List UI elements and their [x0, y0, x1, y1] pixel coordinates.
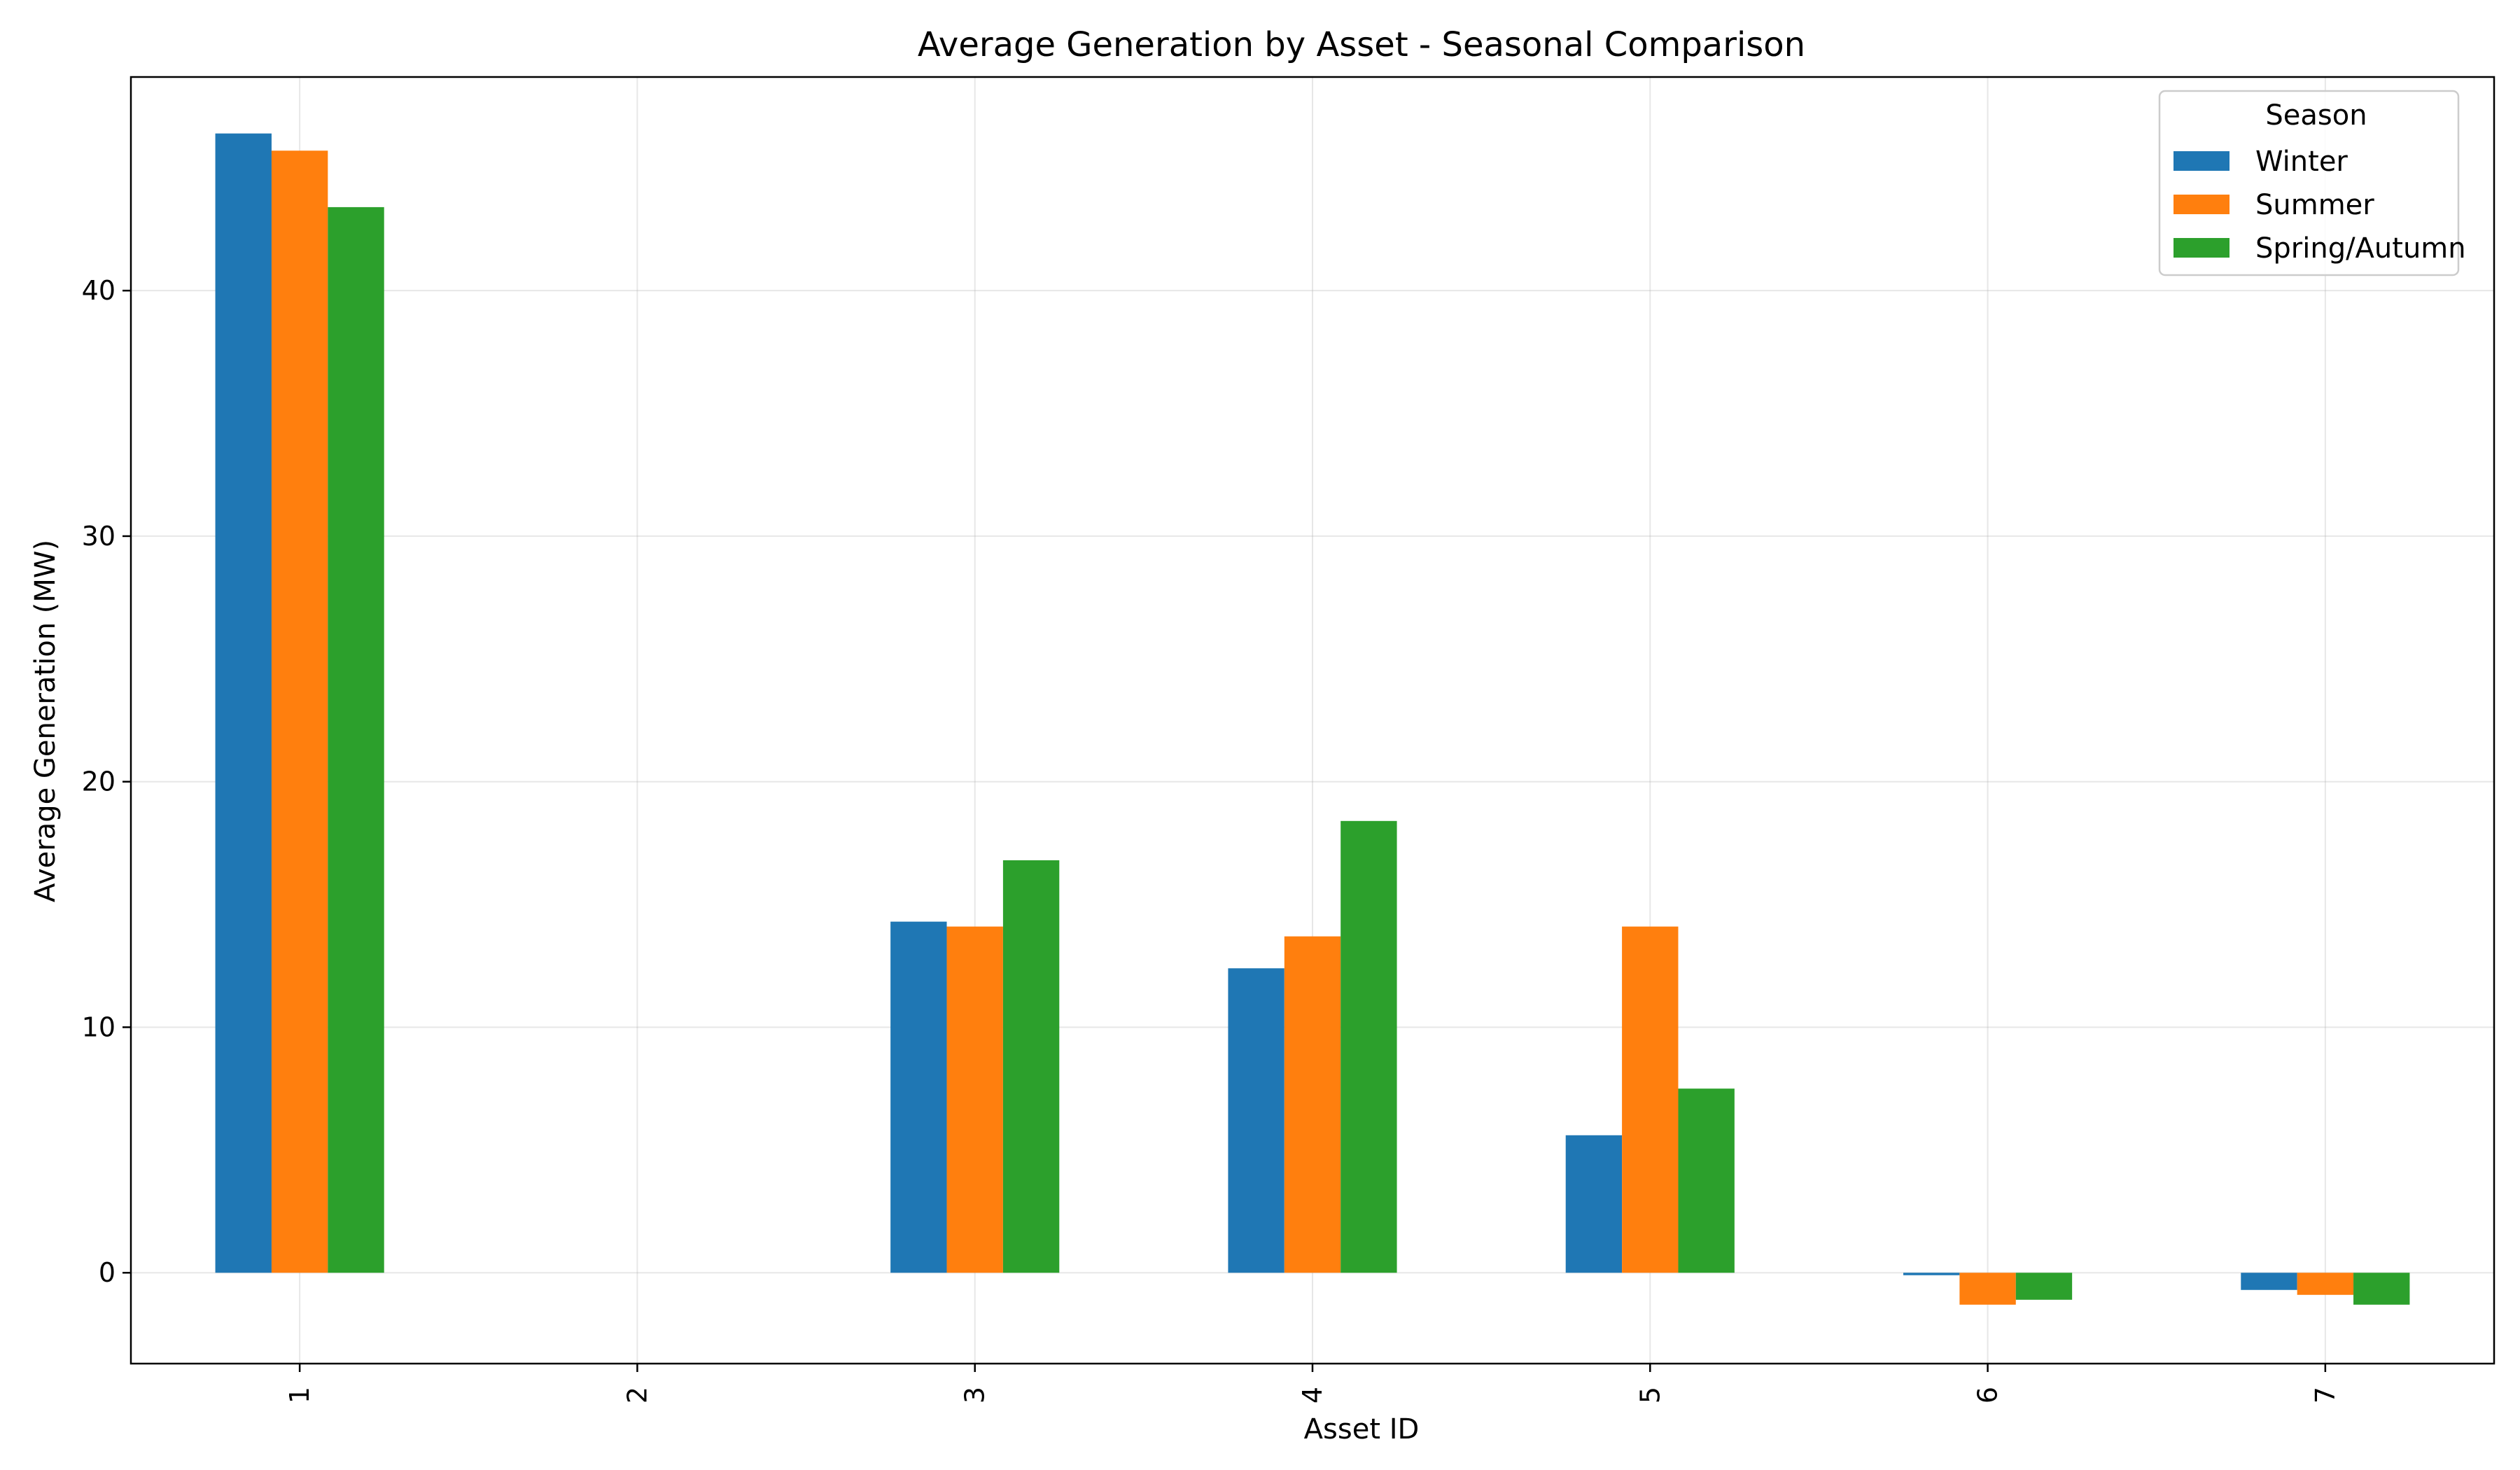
bar: [1903, 1273, 1960, 1275]
legend-box: [2158, 90, 2460, 276]
x-tick-label: 2: [622, 1387, 652, 1404]
y-tick-label: 10: [82, 1011, 115, 1042]
y-tick-label: 40: [82, 275, 115, 306]
x-tick-label: 4: [1297, 1387, 1328, 1404]
x-tick-label: 6: [1973, 1387, 2003, 1404]
bar: [1002, 860, 1060, 1273]
x-tick-label: 5: [1634, 1387, 1665, 1404]
bar: [1284, 936, 1341, 1273]
x-tick-label: 1: [284, 1387, 315, 1404]
legend: Season Winter Summer Spring/Autumn: [2158, 90, 2466, 276]
x-tick-label: 3: [960, 1387, 990, 1404]
y-tick-label: 20: [82, 766, 115, 797]
bar: [1678, 1088, 1735, 1273]
bar: [1565, 1135, 1623, 1273]
legend-swatch: [2174, 151, 2230, 171]
bar: [1340, 820, 1397, 1273]
bar: [890, 921, 947, 1273]
bars: [215, 133, 2410, 1305]
y-axis-label: Average Generation (MW): [29, 540, 62, 902]
bar: [2015, 1273, 2073, 1300]
axis-ticks: 1 2 3 4 5 6 7 0 10 20 30 40: [82, 275, 2341, 1404]
bar: [1622, 926, 1679, 1273]
chart-title: Average Generation by Asset - Seasonal C…: [918, 25, 1805, 64]
bar: [2297, 1273, 2354, 1295]
x-axis-label: Asset ID: [1304, 1413, 1420, 1446]
x-tick-label: 7: [2310, 1387, 2341, 1404]
legend-swatch: [2174, 195, 2230, 214]
bar: [1959, 1273, 2016, 1305]
legend-swatch: [2174, 238, 2230, 258]
legend-label: Summer: [2255, 189, 2374, 221]
bar: [946, 926, 1003, 1273]
bar: [328, 206, 384, 1273]
bar: [2353, 1273, 2410, 1305]
bar: [1228, 968, 1284, 1273]
y-tick-label: 0: [99, 1257, 115, 1288]
legend-label: Spring/Autumn: [2255, 232, 2466, 265]
legend-label: Winter: [2255, 146, 2348, 178]
bar: [2241, 1273, 2297, 1290]
bar: [271, 150, 328, 1273]
bar: [215, 133, 272, 1273]
legend-title: Season: [2265, 99, 2367, 132]
y-tick-label: 30: [82, 521, 115, 552]
